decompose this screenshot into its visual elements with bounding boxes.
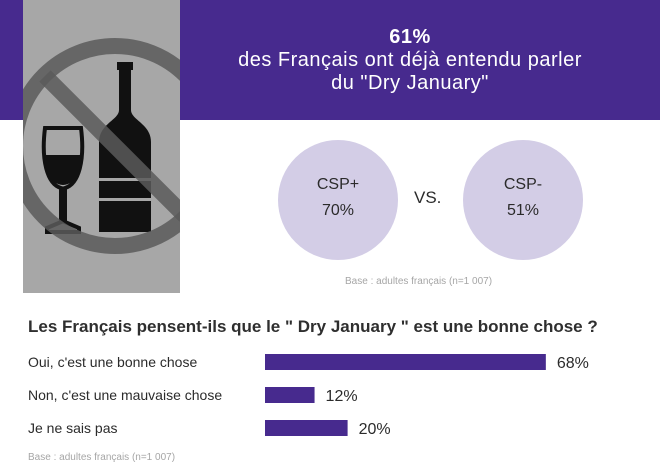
value-label: 20% (359, 421, 391, 438)
bar-chart: Oui, c'est une bonne chose 68% Non, c'est … (28, 354, 589, 438)
no-alcohol-image (23, 0, 180, 293)
csp-plus-label: CSP+ (316, 176, 360, 193)
no-alcohol-icon (23, 0, 180, 293)
vs-separator: VS. (414, 188, 442, 207)
category-label: Non, c'est une mauvaise chose (28, 387, 222, 403)
csp-plus-circle: CSP+ 70% (278, 140, 398, 260)
value-label: 12% (326, 388, 358, 405)
header-line-2: du "Dry January" (331, 72, 489, 94)
chart-title: Les Français pensent-ils que le " Dry Ja… (28, 317, 598, 336)
header-line-1: des Français ont déjà entendu parler (238, 49, 582, 71)
base-note-top: Base : adultes français (n=1 007) (345, 276, 493, 287)
value-label: 68% (557, 355, 589, 372)
header-text: 61% des Français ont déjà entendu parler… (190, 26, 630, 95)
bar (265, 354, 546, 370)
category-label: Oui, c'est une bonne chose (28, 354, 197, 370)
csp-minus-value: 51% (506, 202, 540, 219)
csp-minus-label: CSP- (503, 176, 543, 193)
category-label: Je ne sais pas (28, 420, 118, 436)
base-note-bottom: Base : adultes français (n=1 007) (28, 452, 176, 463)
header-stat: 61% (389, 26, 431, 48)
bar (265, 387, 315, 403)
bar (265, 420, 348, 436)
csp-minus-circle: CSP- 51% (463, 140, 583, 260)
csp-plus-value: 70% (321, 202, 355, 219)
